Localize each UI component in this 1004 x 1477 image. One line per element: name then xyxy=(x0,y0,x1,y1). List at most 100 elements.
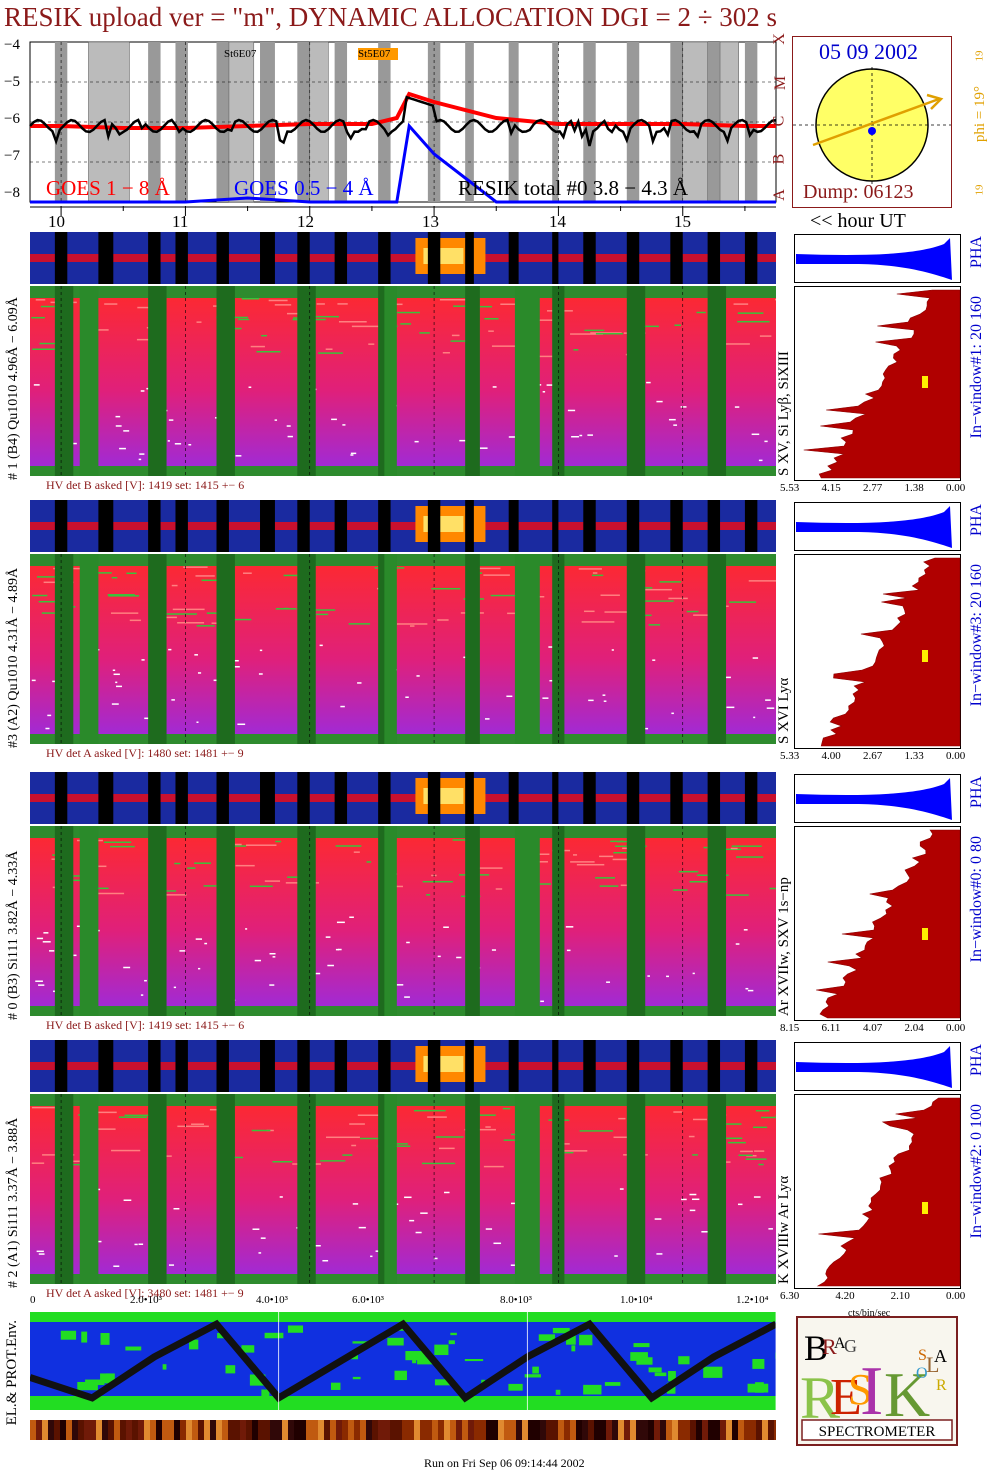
spectrogram-gap xyxy=(216,826,235,1016)
colorbar-cell xyxy=(108,1420,114,1440)
orbit-env-patch xyxy=(538,1334,556,1341)
spectrogram-speck xyxy=(375,1250,381,1252)
spectrogram-streak xyxy=(474,867,503,869)
orbit-env-patch xyxy=(434,1344,449,1356)
colorbar-cell xyxy=(492,1420,498,1440)
colorbar-cell xyxy=(540,1420,546,1440)
colorbar-cell xyxy=(348,1420,354,1440)
spectrogram-streak xyxy=(426,894,431,896)
spectrogram-streak xyxy=(599,855,614,858)
spectrogram-streak xyxy=(737,320,770,323)
spectrogram-speck xyxy=(42,941,51,943)
spectrogram-speck xyxy=(405,696,409,698)
strip-gap xyxy=(54,772,68,824)
orbit-bottom-band xyxy=(30,1396,776,1410)
orbit-env-patch xyxy=(162,1364,167,1370)
spectrogram-speck xyxy=(123,430,130,432)
orbit-env-patch xyxy=(60,1330,77,1340)
spectrogram-speck xyxy=(111,703,119,705)
panel-3-histogram-xtick: 1.33 xyxy=(904,750,924,762)
panel-0-pha-svg xyxy=(794,774,961,823)
strip-band xyxy=(30,254,776,262)
spectrogram-streak xyxy=(196,625,215,627)
orbit-env-patch xyxy=(571,1345,576,1352)
spectrogram-streak xyxy=(759,335,772,337)
spectrogram-speck xyxy=(510,1264,519,1266)
colorbar-cell xyxy=(234,1420,240,1440)
colorbar-cell xyxy=(114,1420,120,1440)
panel-0-histogram-svg xyxy=(794,826,961,1021)
spectrogram-speck xyxy=(235,455,242,457)
strip-gap xyxy=(297,1040,310,1092)
spectrogram-gap xyxy=(297,286,316,476)
spectrogram-streak xyxy=(668,597,688,600)
spectrogram-speck xyxy=(47,714,52,717)
orbit-colorbar xyxy=(30,1420,776,1440)
orbit-env-patch xyxy=(393,1339,403,1342)
strip-gap xyxy=(334,1040,348,1092)
colorbar-cell xyxy=(426,1420,432,1440)
orbit-ylabel: EL.& PROT.Env. xyxy=(4,1320,20,1426)
strip-gap xyxy=(148,1040,161,1092)
colorbar-cell xyxy=(378,1420,384,1440)
spectrogram-streak xyxy=(453,305,469,307)
strip-gap xyxy=(260,232,275,284)
orbit-env-patch xyxy=(264,1332,284,1339)
spectrogram-speck xyxy=(753,1196,761,1198)
orbit-env-patch xyxy=(703,1366,723,1378)
spectrogram-gap xyxy=(626,1094,646,1284)
spectrogram-speck xyxy=(656,1253,663,1255)
orbit-xtick-2: 4.0•10³ xyxy=(256,1294,288,1306)
logo-caption: SPECTROMETER xyxy=(819,1424,936,1440)
spectrogram-speck xyxy=(416,675,420,677)
spectrogram-speck xyxy=(33,384,40,386)
spectrogram-streak xyxy=(531,853,550,855)
spectrogram-speck xyxy=(485,1228,493,1230)
spectrogram-streak xyxy=(673,1111,683,1113)
spectrogram-speck xyxy=(768,1228,773,1230)
spectrogram-streak xyxy=(531,319,558,321)
spectrogram-streak xyxy=(696,311,706,314)
hour-axis-svg xyxy=(30,206,776,216)
colorbar-cell xyxy=(468,1420,474,1440)
spectrogram-streak xyxy=(274,304,292,306)
panel-3-pha-wrap xyxy=(794,502,964,552)
strip-gap xyxy=(334,232,348,284)
spectrogram-streak xyxy=(731,845,762,847)
orbit-env-patch xyxy=(125,1346,142,1351)
colorbar-cell xyxy=(414,1420,420,1440)
spectrogram-speck xyxy=(123,1199,132,1201)
spectrogram-streak xyxy=(183,566,208,568)
spectrogram-speck xyxy=(269,952,276,955)
logo-letter-b: B xyxy=(804,1328,828,1368)
spectrogram-streak xyxy=(235,864,255,867)
colorbar-cell xyxy=(276,1420,282,1440)
spectrogram-speck xyxy=(196,721,199,723)
spectrogram-green-column xyxy=(79,554,99,744)
goes-class-b: B xyxy=(770,153,788,165)
orbit-xtick-3: 6.0•10³ xyxy=(352,1294,384,1306)
orbit-xtick-0: 0 xyxy=(30,1294,36,1306)
colorbar-cell xyxy=(156,1420,162,1440)
spectrogram-speck xyxy=(646,381,651,384)
colorbar-cell xyxy=(612,1420,618,1440)
spectrogram-streak xyxy=(353,851,360,853)
spectrogram-streak xyxy=(727,1141,746,1144)
histogram-fill xyxy=(820,557,961,747)
sun-phi-tick-top: 19 xyxy=(973,50,986,62)
spectrogram-gap xyxy=(552,554,565,744)
spectrogram-speck xyxy=(737,1203,743,1206)
orbit-env-patch xyxy=(100,1333,110,1345)
histogram-fill xyxy=(816,1097,961,1287)
spectrogram-streak xyxy=(137,306,152,309)
spectrogram-streak xyxy=(349,1123,365,1125)
spectrogram-speck xyxy=(331,418,337,421)
spectrogram-bottom-band xyxy=(30,1006,776,1016)
spectrogram-speck xyxy=(548,646,554,648)
sun-dump: Dump: 06123 xyxy=(803,181,914,203)
spectrogram-streak xyxy=(495,888,503,890)
spectrogram-streak xyxy=(421,1162,456,1165)
spectrogram-speck xyxy=(753,716,756,719)
orbit-env-patch xyxy=(583,1384,602,1395)
orbit-xaxis: 0 2.0•10³ 4.0•10³ 6.0•10³ 8.0•10³ 1.0•10… xyxy=(30,1294,776,1312)
